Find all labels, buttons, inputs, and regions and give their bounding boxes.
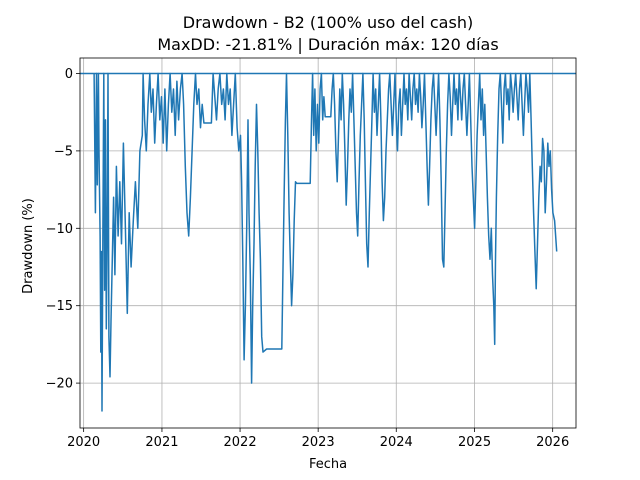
x-axis-label: Fecha — [309, 457, 347, 472]
y-tick-label: −10 — [46, 222, 73, 237]
y-tick-label: −5 — [54, 144, 73, 159]
plot-frame — [79, 57, 577, 429]
chart-subtitle: MaxDD: -21.81% | Duración máx: 120 días — [157, 35, 498, 54]
x-tick-label: 2026 — [536, 435, 569, 450]
x-tick-label: 2023 — [302, 435, 335, 450]
x-tick-label: 2021 — [145, 435, 178, 450]
y-tick-label: 0 — [65, 67, 73, 82]
y-tick-label: −20 — [46, 377, 73, 392]
x-tick-label: 2024 — [380, 435, 413, 450]
y-axis-label: Drawdown (%) — [21, 198, 36, 294]
chart-title: Drawdown - B2 (100% uso del cash) — [183, 13, 473, 32]
y-tick-label: −15 — [46, 299, 73, 314]
x-tick-label: 2022 — [224, 435, 257, 450]
axes-group: 2020 2021 2022 2023 2024 2025 2026 0 −5 −10 −15 −20 — [46, 57, 577, 450]
x-tick-label: 2025 — [458, 435, 491, 450]
x-tick-label: 2020 — [67, 435, 100, 450]
drawdown-line — [93, 72, 558, 412]
series-group — [80, 72, 576, 412]
